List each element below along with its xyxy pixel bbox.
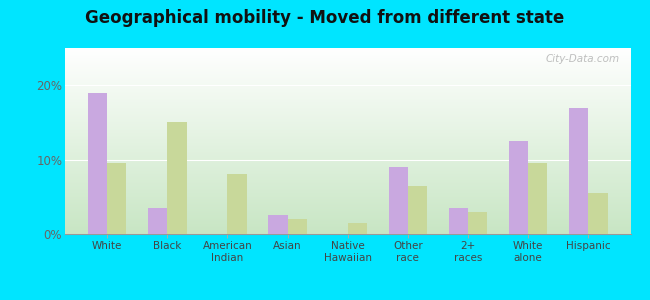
Bar [389,167,408,234]
Bar [287,219,307,234]
Bar [348,223,367,234]
Bar [528,163,547,234]
Bar [588,193,608,234]
Bar [148,208,167,234]
Bar [468,212,488,234]
Bar [88,93,107,234]
Bar [107,163,126,234]
Bar [227,175,247,234]
Bar [569,107,588,234]
Bar [448,208,468,234]
Bar [509,141,528,234]
Text: Geographical mobility - Moved from different state: Geographical mobility - Moved from diffe… [85,9,565,27]
Bar [408,186,427,234]
Bar [167,122,187,234]
Text: City-Data.com: City-Data.com [545,54,619,64]
Bar [268,215,287,234]
